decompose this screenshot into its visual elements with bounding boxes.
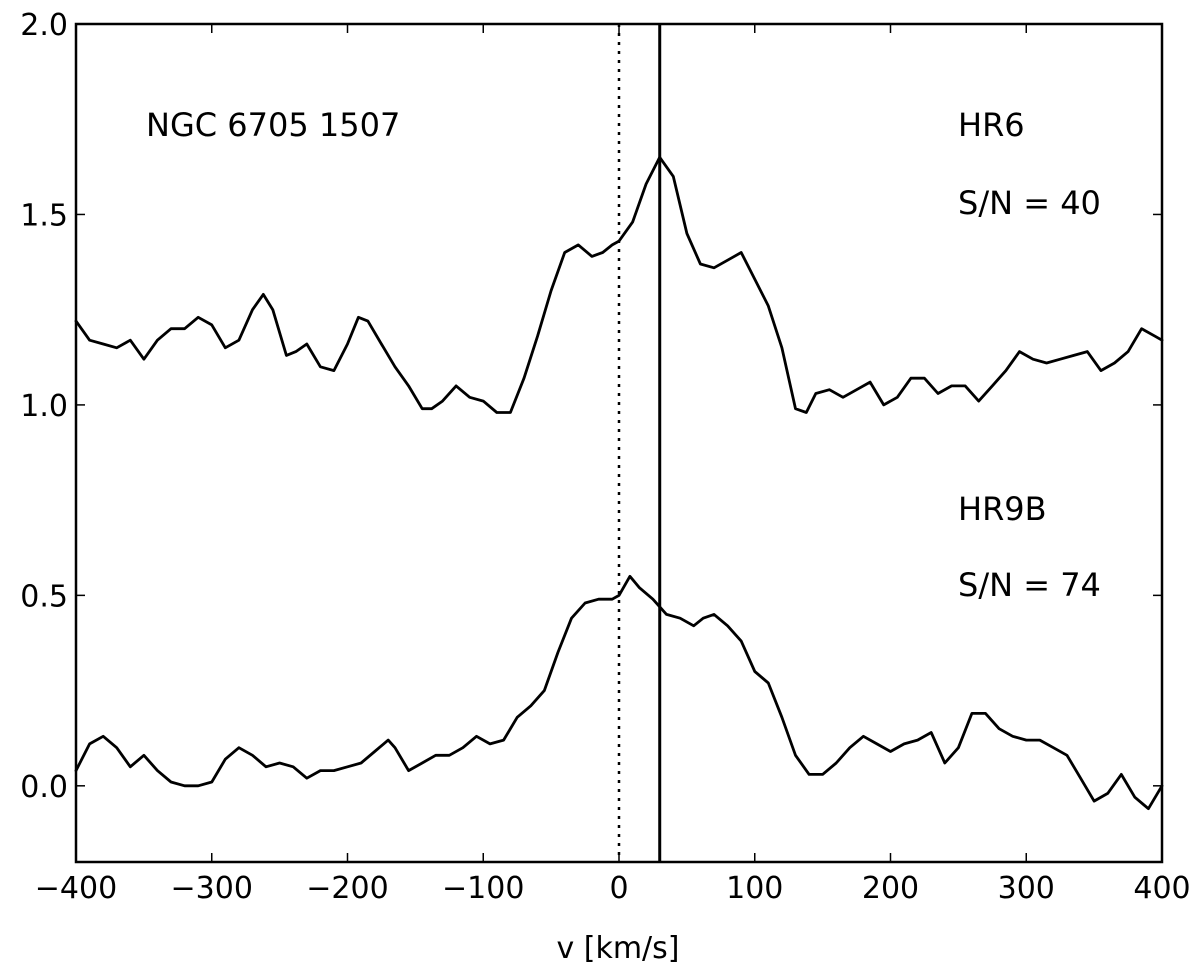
y-tick-label: 0.5 xyxy=(20,579,68,614)
bottom-setting-label: HR9B xyxy=(958,490,1047,528)
ticks-layer: −400 −300 −200 −100 0 100 200 300 400 0.0 0.5 1.0 1.… xyxy=(20,8,1190,906)
x-tick-label: 300 xyxy=(998,871,1055,906)
bottom-snr-label: S/N = 74 xyxy=(958,566,1101,604)
x-tick-label: −200 xyxy=(306,871,388,906)
x-tick-label: −100 xyxy=(442,871,524,906)
y-tick-label: 2.0 xyxy=(20,8,68,43)
y-tick-label: 1.5 xyxy=(20,198,68,233)
x-tick-label: −300 xyxy=(171,871,253,906)
profile-line-1 xyxy=(74,155,1164,414)
x-tick-label: 400 xyxy=(1133,871,1190,906)
x-tick-label: −400 xyxy=(35,871,117,906)
x-axis-title: v [km/s] xyxy=(556,931,679,966)
x-tick-label: 0 xyxy=(609,871,628,906)
reference-lines xyxy=(617,24,662,862)
y-tick-label: 0.0 xyxy=(20,770,68,805)
x-tick-label: 200 xyxy=(862,871,919,906)
x-tick-label: 100 xyxy=(726,871,783,906)
object-label: NGC 6705 1507 xyxy=(146,106,400,144)
top-snr-label: S/N = 40 xyxy=(958,184,1101,222)
y-tick-label: 1.0 xyxy=(20,389,68,424)
profile-line-2 xyxy=(74,574,1164,811)
series-layer xyxy=(74,155,1164,811)
top-setting-label: HR6 xyxy=(958,106,1025,144)
